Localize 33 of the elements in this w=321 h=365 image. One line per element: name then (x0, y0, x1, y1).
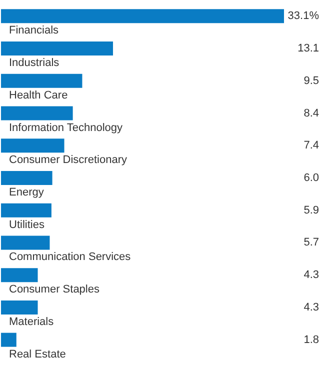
bar (1, 138, 64, 153)
bar (1, 9, 284, 24)
data-label: 4.3 (304, 301, 319, 314)
y-tick-label: Communication Services (9, 251, 132, 264)
data-label: 8.4 (304, 107, 319, 120)
data-label: 6.0 (304, 172, 319, 184)
y-tick-label: Real Estate (9, 348, 66, 360)
bar (1, 74, 82, 88)
bar (1, 268, 38, 282)
bar (1, 236, 50, 250)
y-tick-label: Information Technology (9, 122, 124, 134)
y-tick-label: Health Care (9, 89, 68, 102)
y-tick-label: Utilities (9, 218, 45, 231)
data-label: 5.9 (304, 204, 319, 216)
data-label: 33.1% (288, 10, 320, 22)
bar (1, 203, 52, 218)
data-label: 9.5 (304, 74, 319, 87)
y-tick-label: Energy (9, 186, 44, 198)
y-tick-label: Consumer Staples (9, 284, 100, 296)
y-tick-label: Materials (9, 316, 54, 328)
data-label: 7.4 (304, 140, 319, 152)
bar (1, 300, 38, 314)
data-label: 4.3 (304, 269, 319, 282)
y-tick-label: Consumer Discretionary (9, 154, 128, 166)
data-label: 1.8 (304, 334, 319, 346)
data-label: 13.1 (298, 42, 319, 55)
data-label: 5.7 (304, 236, 319, 249)
bar (1, 42, 114, 56)
bar (1, 171, 52, 185)
y-tick-label: Financials (9, 24, 60, 37)
bar (1, 332, 16, 347)
y-tick-label: Industrials (9, 57, 60, 70)
bar (1, 106, 73, 120)
